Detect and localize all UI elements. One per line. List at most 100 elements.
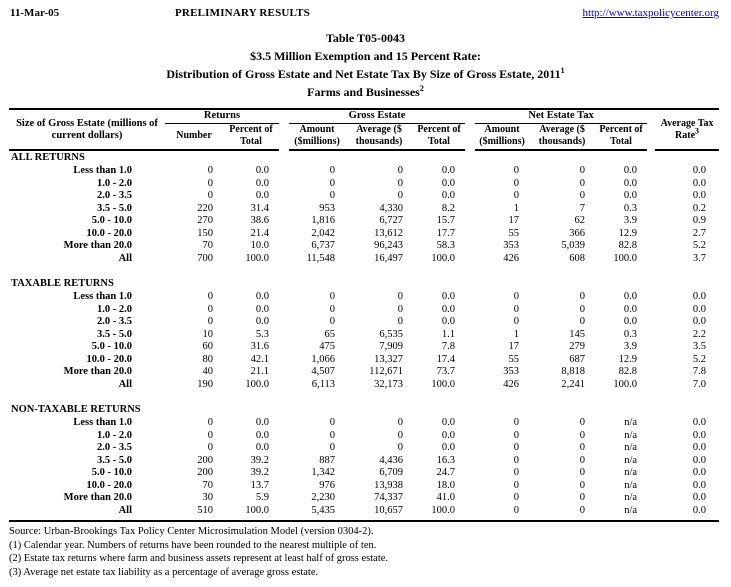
data-cell: 0 (579, 177, 586, 189)
data-cell: 0 (207, 291, 213, 302)
data-cell: 0.3 (623, 202, 638, 214)
data-cell: 12.9 (618, 227, 638, 239)
data-cell: 190 (197, 378, 213, 390)
table-row: 5.0 - 10.0 200 39.2 1,342 6,709 24.7 0 0 n/a 0.0 (9, 467, 719, 480)
data-cell: 0.0 (441, 417, 456, 428)
table-subtitle-distribution: Distribution of Gross Estate and Net Est… (0, 65, 731, 83)
table-row: 10.0 - 20.0 80 42.1 1,066 13,327 17.4 55 687 12.… (9, 354, 719, 367)
taxpolicycenter-link[interactable]: http://www.taxpolicycenter.org (582, 7, 719, 19)
data-cell: 3.5 (692, 341, 707, 352)
data-cell: 200 (197, 467, 213, 478)
data-cell: 0 (513, 190, 520, 201)
spacer-cell (465, 165, 475, 178)
data-cell: 21.1 (250, 366, 270, 377)
data-cell: 13.7 (250, 479, 270, 491)
data-cell: 38.6 (250, 215, 270, 226)
section-header-row: TAXABLE RETURNS (9, 277, 719, 291)
group-header-returns: Returns (165, 108, 280, 124)
section-gap-cell (9, 391, 719, 403)
data-cell: 0.0 (692, 165, 707, 176)
data-cell: 100.0 (245, 378, 270, 390)
data-cell: 0 (579, 429, 586, 441)
spacer-cell (647, 329, 655, 342)
row-label: 10.0 - 20.0 (86, 353, 133, 365)
data-cell: 62 (574, 215, 586, 226)
data-cell: 58.3 (436, 240, 456, 251)
data-cell: 5.2 (692, 240, 707, 251)
data-cell: 2,241 (561, 378, 586, 390)
section-header-row: ALL RETURNS (9, 150, 719, 165)
data-cell: 13,612 (374, 227, 404, 239)
source-note: Source: Urban-Brookings Tax Policy Cente… (9, 526, 374, 537)
row-label: 10.0 - 20.0 (86, 227, 133, 239)
data-cell: 270 (197, 215, 213, 226)
spacer-cell (279, 430, 289, 443)
spacer-cell (647, 190, 655, 203)
spacer-cell (647, 467, 655, 480)
data-cell: 2,042 (311, 227, 336, 239)
section-title: ALL RETURNS (11, 152, 85, 163)
data-cell: 21.4 (250, 227, 270, 239)
data-cell: 4,507 (311, 366, 336, 377)
data-cell: 1,816 (311, 215, 336, 226)
data-cell: 0 (329, 316, 336, 327)
data-cell: 1.1 (441, 328, 456, 340)
data-cell: 30 (202, 492, 214, 503)
data-cell: 11,548 (306, 252, 336, 264)
data-cell: 0 (513, 504, 520, 516)
spacer-cell (465, 417, 475, 430)
data-cell: n/a (624, 417, 638, 428)
data-cell: 0.0 (441, 303, 456, 315)
data-cell: n/a (624, 429, 638, 441)
data-cell: 82.8 (618, 240, 638, 251)
spacer-cell (647, 505, 655, 518)
data-cell: 8.2 (441, 202, 456, 214)
data-cell: 0 (329, 291, 336, 302)
data-cell: n/a (624, 467, 638, 478)
data-cell: 0.0 (441, 190, 456, 201)
spacer-cell (647, 215, 655, 228)
data-cell: 0.0 (692, 417, 707, 428)
spacer-cell (647, 455, 655, 468)
row-label: 10.0 - 20.0 (86, 479, 133, 491)
data-cell: 7.8 (692, 366, 707, 377)
table-row: 3.5 - 5.0 10 5.3 65 6,535 1.1 1 145 0.3 2.2 (9, 329, 719, 342)
data-cell: 1,342 (311, 467, 336, 478)
spacer-cell (279, 467, 289, 480)
data-cell: 0.0 (692, 442, 707, 453)
spacer-cell (647, 228, 655, 241)
table-row: 10.0 - 20.0 150 21.4 2,042 13,612 17.7 55 366 12… (9, 228, 719, 241)
spacer-cell (465, 291, 475, 304)
table-row: Less than 1.0 0 0.0 0 0 0.0 0 0 0.0 0.0 (9, 291, 719, 304)
data-cell: 6,737 (311, 240, 336, 251)
data-cell: 0.0 (255, 429, 270, 441)
data-cell: 279 (569, 341, 586, 352)
data-cell: 0.0 (441, 177, 456, 189)
data-cell: 112,671 (369, 366, 404, 377)
group-header-net-estate-tax: Net Estate Tax (475, 108, 648, 124)
data-cell: 0.0 (692, 303, 707, 315)
spacer-cell (465, 480, 475, 493)
data-cell: 100.0 (431, 504, 456, 516)
data-cell: 24.7 (436, 467, 456, 478)
data-cell: 0 (397, 165, 404, 176)
table-row: 10.0 - 20.0 70 13.7 976 13,938 18.0 0 0 n/a 0.0 (9, 480, 719, 493)
data-cell: 42.1 (250, 353, 270, 365)
data-cell: 0.0 (255, 417, 270, 428)
data-cell: 510 (197, 504, 213, 516)
data-cell: 0 (207, 165, 213, 176)
data-cell: 31.6 (250, 341, 270, 352)
row-label: 1.0 - 2.0 (97, 177, 132, 189)
data-cell: 80 (202, 353, 214, 365)
row-label: More than 20.0 (63, 492, 132, 503)
data-cell: 0 (579, 165, 586, 176)
section-gap-cell (9, 265, 719, 277)
data-cell: 0.0 (441, 165, 456, 176)
data-cell: 2,230 (311, 492, 336, 503)
spacer-cell (279, 165, 289, 178)
data-cell: 0 (397, 442, 404, 453)
data-cell: 0.0 (692, 467, 707, 478)
row-label: 2.0 - 3.5 (97, 316, 132, 327)
data-cell: 0.0 (441, 291, 456, 302)
row-label: 1.0 - 2.0 (97, 429, 132, 441)
